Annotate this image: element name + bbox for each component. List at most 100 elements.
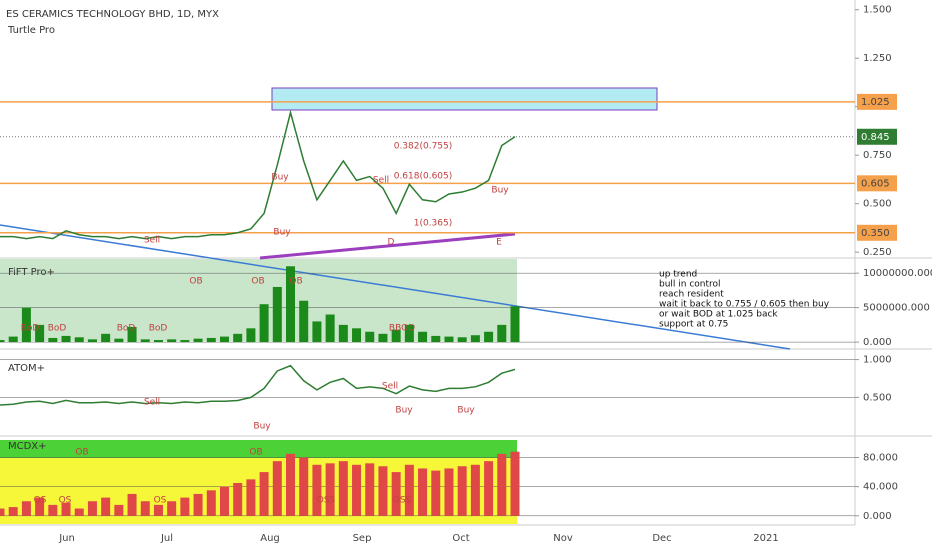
bar	[338, 324, 348, 343]
bar	[457, 466, 467, 516]
bar	[87, 339, 97, 343]
level-label: 1.025	[861, 97, 890, 108]
y-tick-label: 0.000	[863, 337, 892, 348]
note-line: wait it back to 0.755 / 0.605 then buy	[659, 300, 830, 310]
x-tick-label: Jul	[160, 533, 173, 544]
y-tick-label: 1.250	[863, 53, 892, 64]
bar	[127, 326, 137, 343]
bar	[140, 501, 150, 516]
bar	[404, 324, 414, 343]
bar	[378, 466, 388, 516]
bar	[233, 333, 243, 343]
bar	[431, 470, 441, 516]
bar	[286, 453, 296, 516]
bar	[352, 464, 362, 516]
bar	[510, 451, 520, 516]
pane-title: FiFT Pro+	[8, 267, 55, 278]
bar	[127, 493, 137, 516]
bar	[48, 504, 58, 516]
bar	[431, 335, 441, 343]
annotation: BoD	[21, 324, 40, 334]
support-curve	[259, 232, 516, 260]
bar	[246, 479, 256, 516]
x-tick-label: Oct	[452, 533, 469, 544]
annotation: Buy	[271, 173, 289, 183]
bar	[325, 463, 335, 516]
annotation: 0.618(0.605)	[394, 172, 453, 182]
chart-title: ES CERAMICS TECHNOLOGY BHD, 1D, MYX	[6, 9, 219, 20]
bar	[219, 486, 229, 516]
bar	[193, 493, 203, 516]
bar	[510, 306, 520, 343]
annotation: OSS	[317, 496, 336, 506]
bar	[87, 501, 97, 516]
x-tick-label: Dec	[652, 533, 671, 544]
bar	[61, 502, 71, 516]
annotation: OB	[249, 448, 262, 458]
annotation: BoD	[117, 324, 136, 334]
annotation: D	[388, 238, 395, 248]
bar	[180, 340, 190, 343]
annotation: 0.382(0.755)	[394, 142, 453, 152]
y-tick-label: 10000000.000	[863, 268, 932, 279]
bar	[35, 497, 45, 516]
bar	[153, 504, 163, 516]
note-line: up trend	[659, 270, 697, 280]
annotation: Buy	[395, 406, 413, 416]
bar	[470, 335, 480, 343]
resistance-box	[271, 87, 658, 111]
annotation: 1(0.365)	[414, 219, 453, 229]
bar	[140, 339, 150, 343]
annotation: Buy	[273, 228, 291, 238]
bar	[457, 337, 467, 343]
bar	[74, 337, 84, 343]
note-line: reach resident	[659, 290, 724, 300]
y-tick-label: 1.500	[863, 5, 892, 16]
x-tick-label: Aug	[260, 533, 280, 544]
note-line: bull in control	[659, 280, 721, 290]
bar	[418, 331, 428, 343]
annotation: BBOD	[389, 324, 415, 334]
level-tag	[857, 93, 897, 110]
bar	[114, 504, 124, 516]
bar	[193, 338, 203, 343]
bar	[484, 331, 494, 343]
bar	[259, 472, 269, 516]
bar	[206, 337, 216, 343]
bar	[312, 321, 322, 343]
x-tick-label: Sep	[353, 533, 372, 544]
bar	[8, 507, 18, 516]
annotation: OB	[289, 277, 302, 287]
level-tag	[857, 224, 897, 241]
bar	[484, 461, 494, 516]
bar	[8, 336, 18, 343]
bar	[61, 335, 71, 343]
annotation: Buy	[491, 186, 509, 196]
bar	[418, 468, 428, 516]
annotation: OB	[251, 277, 264, 287]
bar	[233, 483, 243, 516]
fift-zone	[0, 259, 517, 341]
annotation: Sell	[373, 176, 389, 186]
annotation: OB	[189, 277, 202, 287]
y-tick-label: 0.750	[863, 150, 892, 161]
bar	[167, 501, 177, 516]
bar	[0, 508, 5, 516]
x-tick-label: Jun	[58, 533, 75, 544]
bar	[21, 307, 31, 343]
y-tick-label: 0.250	[863, 247, 892, 258]
bar	[365, 331, 375, 343]
y-tick-label: 80.000	[863, 453, 898, 464]
y-tick-label: 0.000	[863, 511, 892, 522]
annotation: OS	[34, 496, 47, 506]
bar	[74, 508, 84, 516]
bar	[246, 328, 256, 343]
level-label: 0.605	[861, 178, 890, 189]
note-line: or wait BOD at 1.025 back	[659, 310, 778, 320]
bar	[153, 340, 163, 343]
pane-title: Turtle Pro	[7, 25, 55, 36]
bar	[497, 324, 507, 343]
bar	[352, 328, 362, 343]
annotation: OS	[154, 496, 167, 506]
series-line	[0, 364, 516, 406]
